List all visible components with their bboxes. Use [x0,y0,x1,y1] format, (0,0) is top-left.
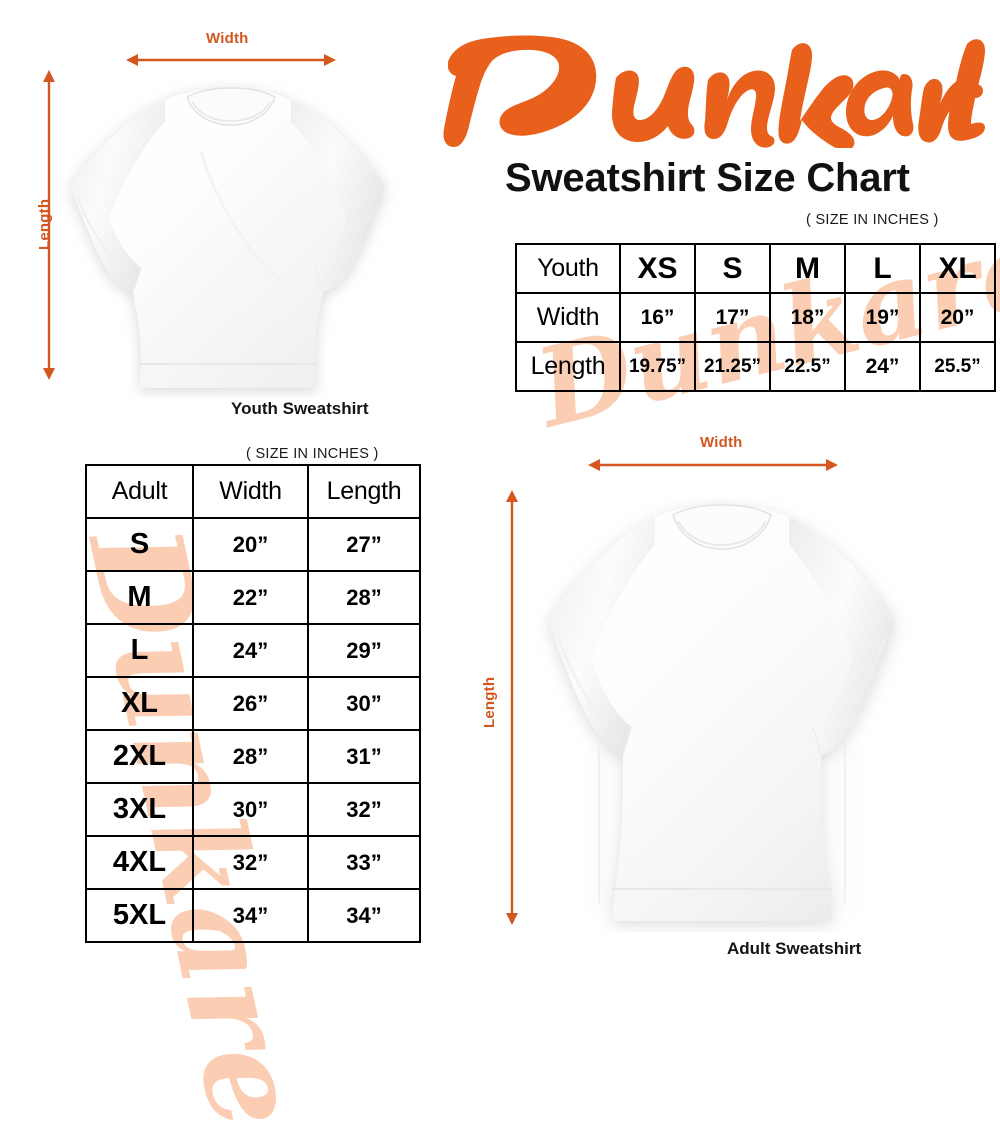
adult-header-length: Length [307,464,421,519]
youth-length-m: 22.5” [769,341,846,392]
adult-sweatshirt-image [527,497,917,932]
youth-size-s: S [694,243,771,294]
youth-size-xs: XS [619,243,696,294]
table-row: Width 16” 17” 18” 19” 20” [515,292,996,343]
adult-length-4xl: 33” [307,835,421,890]
adult-width-l: 24” [192,623,309,678]
table-row: S 20” 27” [85,517,421,572]
youth-width-label: Width [206,30,249,47]
youth-length-xl: 25.5” [919,341,996,392]
dunkare-logo [440,28,985,148]
adult-width-xl: 26” [192,676,309,731]
table-row: Adult Width Length [85,464,421,519]
adult-size-l: L [85,623,194,678]
table-row: 3XL 30” 32” [85,782,421,837]
table-row: 2XL 28” 31” [85,729,421,784]
adult-size-m: M [85,570,194,625]
youth-length-s: 21.25” [694,341,771,392]
youth-width-arrow [126,52,336,68]
adult-width-2xl: 28” [192,729,309,784]
youth-units-note: ( SIZE IN INCHES ) [806,212,939,228]
table-row: L 24” 29” [85,623,421,678]
adult-width-3xl: 30” [192,782,309,837]
adult-size-2xl: 2XL [85,729,194,784]
adult-size-3xl: 3XL [85,782,194,837]
table-row: Youth XS S M L XL [515,243,996,294]
adult-length-xl: 30” [307,676,421,731]
youth-size-xl: XL [919,243,996,294]
adult-sweatshirt-caption: Adult Sweatshirt [727,939,862,958]
youth-width-m: 18” [769,292,846,343]
youth-width-row-header: Width [515,292,621,343]
table-row: 5XL 34” 34” [85,888,421,943]
adult-size-s: S [85,517,194,572]
youth-width-l: 19” [844,292,921,343]
youth-size-l: L [844,243,921,294]
youth-width-xl: 20” [919,292,996,343]
youth-size-table: Youth XS S M L XL Width 16” 17” 18” 19” … [515,243,996,392]
adult-length-3xl: 32” [307,782,421,837]
table-row: 4XL 32” 33” [85,835,421,890]
adult-width-label: Width [700,434,743,451]
adult-size-4xl: 4XL [85,835,194,890]
page-title: Sweatshirt Size Chart [505,156,910,200]
adult-width-m: 22” [192,570,309,625]
table-row: XL 26” 30” [85,676,421,731]
youth-length-l: 24” [844,341,921,392]
youth-sweatshirt-image [55,78,405,398]
adult-length-2xl: 31” [307,729,421,784]
adult-header-size: Adult [85,464,194,519]
adult-width-4xl: 32” [192,835,309,890]
youth-sweatshirt-caption: Youth Sweatshirt [231,399,369,418]
adult-size-xl: XL [85,676,194,731]
adult-length-arrow [504,490,520,925]
table-row: M 22” 28” [85,570,421,625]
adult-length-s: 27” [307,517,421,572]
youth-length-row-header: Length [515,341,621,392]
adult-size-5xl: 5XL [85,888,194,943]
youth-row-header: Youth [515,243,621,294]
table-row: Length 19.75” 21.25” 22.5” 24” 25.5” [515,341,996,392]
adult-width-arrow [588,457,838,473]
youth-length-arrow [41,70,57,380]
youth-width-s: 17” [694,292,771,343]
adult-length-5xl: 34” [307,888,421,943]
youth-width-xs: 16” [619,292,696,343]
youth-size-m: M [769,243,846,294]
youth-length-xs: 19.75” [619,341,696,392]
adult-header-width: Width [192,464,309,519]
adult-length-m: 28” [307,570,421,625]
adult-size-table: Adult Width Length S 20” 27” M 22” 28” L… [85,464,421,943]
adult-length-l: 29” [307,623,421,678]
adult-length-label: Length [481,676,498,728]
adult-width-5xl: 34” [192,888,309,943]
adult-width-s: 20” [192,517,309,572]
adult-units-note: ( SIZE IN INCHES ) [246,446,379,462]
